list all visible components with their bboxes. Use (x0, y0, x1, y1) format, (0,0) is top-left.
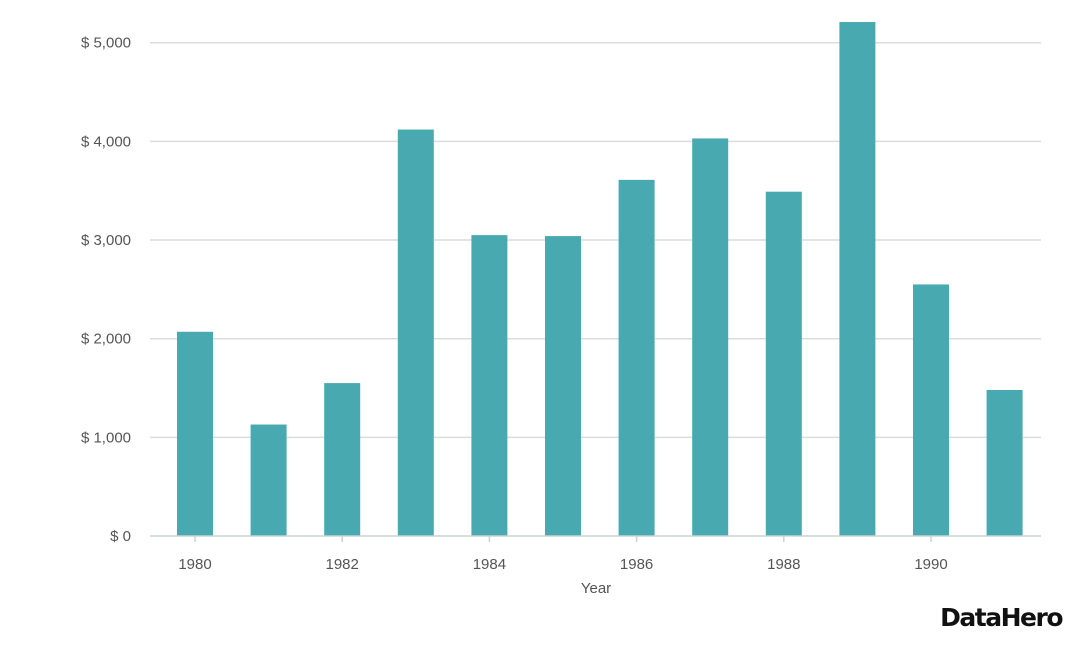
y-tick-label: $ 2,000 (81, 331, 131, 348)
x-tick-label: 1980 (178, 556, 211, 573)
y-tick-label: $ 4,000 (81, 133, 131, 150)
x-tick-label: 1988 (767, 556, 800, 573)
bar-1989 (839, 22, 876, 536)
bar-1985 (545, 236, 581, 537)
x-axis-ticks: 1980 1982 1984 1986 1988 1990 (178, 536, 948, 573)
bar-1987 (692, 138, 729, 537)
bar-1986 (618, 179, 655, 536)
bars (177, 22, 1023, 537)
y-axis-ticks: $ 0 $ 1,000 $ 2,000 $ 3,000 $ 4,000 $ 5,000 (81, 35, 131, 545)
bar-1990 (913, 284, 949, 536)
gridlines (150, 41, 1041, 439)
x-tick-label: 1986 (620, 556, 653, 573)
datahero-logo: DataHero (940, 603, 1063, 632)
bar-1981 (250, 424, 287, 536)
y-tick-label: $ 3,000 (81, 232, 131, 249)
y-tick-label: $ 0 (110, 528, 131, 545)
bar-1982 (324, 383, 361, 536)
x-tick-label: 1982 (326, 556, 359, 573)
bar-1991 (986, 389, 1023, 536)
bar-1983 (397, 129, 434, 537)
x-axis-title: Year (581, 580, 611, 597)
y-tick-label: $ 5,000 (81, 35, 131, 52)
x-tick-label: 1990 (914, 556, 947, 573)
y-tick-label: $ 1,000 (81, 429, 131, 446)
bar-1988 (765, 191, 802, 537)
x-tick-label: 1984 (473, 556, 506, 573)
bar-1984 (471, 235, 508, 536)
bar-1980 (177, 331, 213, 536)
